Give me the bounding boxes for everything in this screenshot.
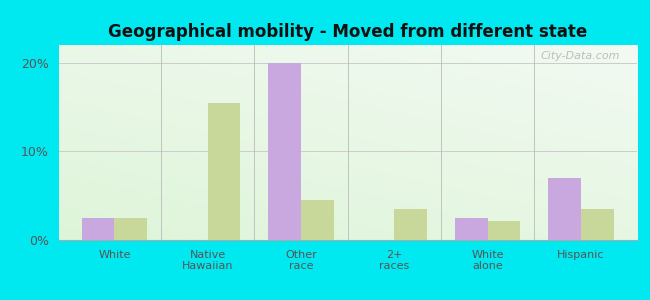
Text: City-Data.com: City-Data.com: [540, 51, 619, 61]
Bar: [301, 200, 333, 240]
Bar: [549, 178, 581, 240]
Bar: [488, 220, 521, 240]
Bar: [208, 103, 240, 240]
Bar: [581, 209, 614, 240]
Bar: [268, 63, 301, 240]
Bar: [395, 209, 427, 240]
Title: Geographical mobility - Moved from different state: Geographical mobility - Moved from diffe…: [108, 23, 588, 41]
Bar: [114, 218, 147, 240]
Bar: [82, 218, 114, 240]
Bar: [455, 218, 488, 240]
